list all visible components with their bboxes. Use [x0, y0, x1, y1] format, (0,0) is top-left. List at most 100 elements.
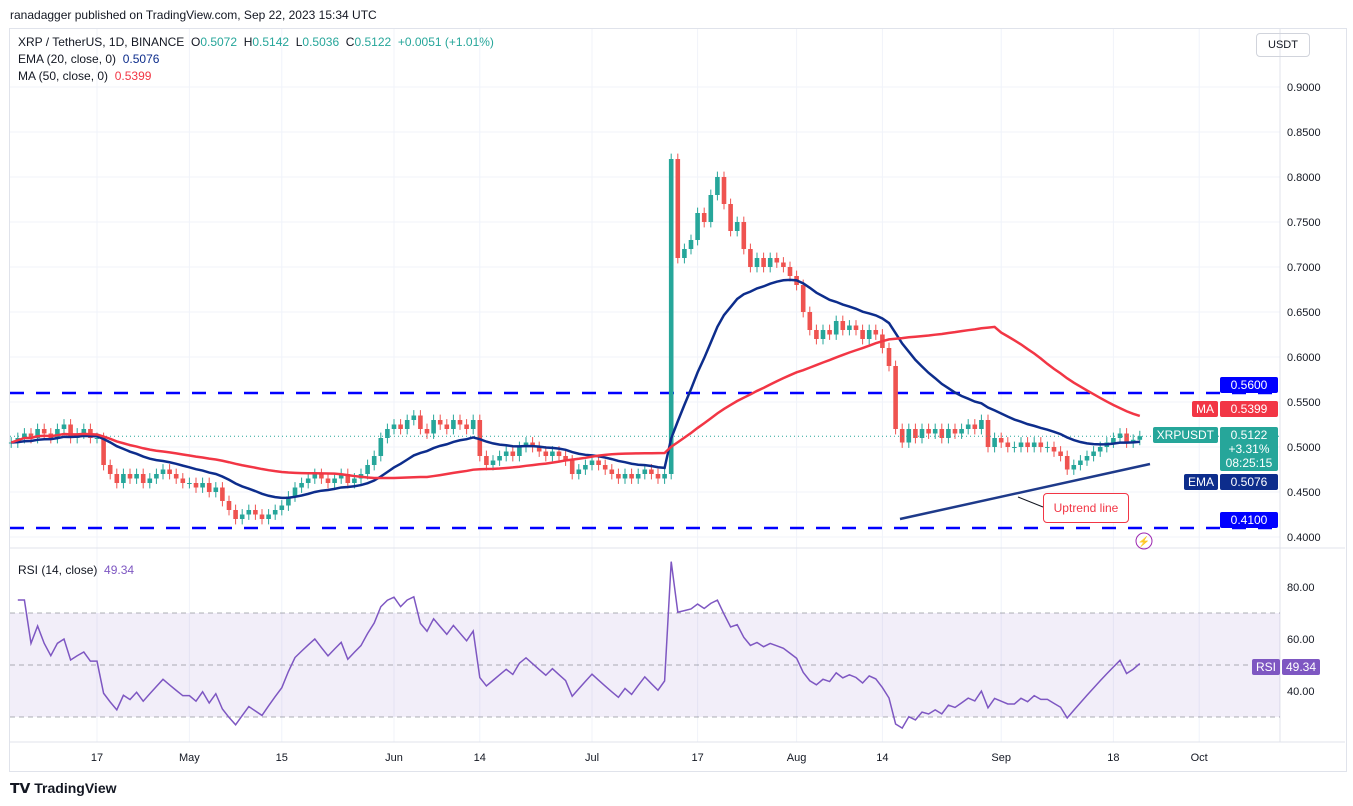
candle-body [68, 424, 73, 438]
candle-body [398, 424, 403, 429]
uptrend-annotation[interactable]: Uptrend line [1043, 493, 1129, 523]
candle-body [913, 429, 918, 438]
candle-body [662, 474, 667, 479]
candle-body [107, 465, 113, 474]
candle-body [451, 420, 456, 429]
publisher-line: ranadagger published on TradingView.com,… [10, 8, 377, 22]
candle-body [1005, 442, 1011, 447]
candle-body [734, 222, 740, 231]
candle-body [1117, 433, 1123, 438]
high-value: 0.5142 [252, 35, 290, 49]
candle-body [1137, 436, 1143, 440]
candle-body [860, 330, 865, 339]
candle-body [233, 510, 238, 519]
price-tick-label: 0.4000 [1287, 532, 1321, 544]
candle-body [754, 258, 760, 267]
candle-body [1091, 451, 1096, 456]
candle-body [1058, 451, 1063, 456]
ma-legend[interactable]: MA (50, close, 0) 0.5399 [18, 69, 151, 83]
chart-frame [9, 28, 1347, 772]
candle-body [1064, 456, 1070, 470]
candle-body [596, 460, 601, 465]
candle-body [721, 177, 727, 204]
x-tick-label: Sep [991, 752, 1011, 764]
candle-body [101, 438, 106, 465]
candle-body [715, 177, 720, 195]
candle-body [490, 460, 496, 465]
candle-body [946, 429, 951, 438]
rsi-tick-label: 40.00 [1287, 686, 1315, 698]
candle-body [266, 514, 271, 519]
candle-body [378, 438, 384, 456]
rsi-legend-value: 49.34 [104, 563, 135, 577]
candle-body [893, 366, 898, 429]
candle-body [543, 451, 549, 456]
candle-body [919, 429, 925, 438]
candle-body [411, 415, 417, 420]
x-tick-label: 17 [91, 752, 103, 764]
candle-body [642, 469, 648, 474]
candle-body [800, 285, 806, 312]
candle-body [418, 415, 423, 429]
lightning-glyph: ⚡ [1138, 535, 1150, 548]
candle-body [1051, 447, 1057, 452]
candle-body [497, 456, 502, 461]
support-tag: 0.4100 [1220, 512, 1278, 528]
open-value: 0.5072 [200, 35, 238, 49]
candle-body [873, 330, 879, 335]
rsi-legend[interactable]: RSI (14, close) 49.34 [18, 563, 134, 577]
candle-body [391, 424, 397, 429]
candle-body [187, 483, 192, 484]
candle-body [140, 474, 146, 483]
candle-body [985, 420, 991, 447]
tradingview-logo[interactable]: 𝗧𝗩 TradingView [10, 780, 117, 797]
candle-body [668, 159, 674, 474]
candle-body [484, 456, 489, 465]
candle-body [682, 249, 687, 258]
candle-body [774, 258, 780, 263]
price-tick-label: 0.8000 [1287, 172, 1321, 184]
candle-body [939, 429, 945, 438]
ema-legend[interactable]: EMA (20, close, 0) 0.5076 [18, 52, 159, 66]
candle-body [41, 429, 47, 434]
candle-body [820, 330, 826, 339]
rsi-name-tag: RSI [1252, 659, 1281, 675]
ma-line [10, 325, 1141, 480]
candle-body [259, 514, 265, 519]
candle-body [1124, 433, 1129, 443]
low-value: 0.5036 [302, 35, 340, 49]
candle-body [1038, 442, 1044, 447]
candle-body [154, 474, 159, 479]
candle-body [55, 429, 60, 438]
x-tick-label: 14 [474, 752, 486, 764]
candle-body [972, 424, 978, 429]
x-tick-label: May [179, 752, 200, 764]
candle-body [979, 420, 984, 429]
x-tick-label: Aug [787, 752, 807, 764]
candle-body [220, 487, 225, 501]
candle-body [134, 474, 139, 479]
ema-name-tag: EMA [1183, 474, 1218, 490]
candle-body [385, 429, 390, 438]
candle-body [655, 474, 661, 479]
candle-body [193, 483, 199, 488]
candle-body [272, 510, 278, 515]
candle-body [576, 469, 582, 474]
price-tick-label: 0.6500 [1287, 307, 1321, 319]
candle-body [510, 451, 516, 456]
candle-body [781, 262, 786, 267]
ema-price-tag: 0.5076 [1220, 474, 1278, 490]
price-tick-label: 0.8500 [1287, 127, 1321, 139]
candle-body [517, 447, 522, 456]
candle-body [431, 420, 436, 434]
candle-body [253, 510, 258, 515]
candle-body [299, 483, 304, 488]
candle-body [965, 424, 971, 429]
candle-body [1084, 456, 1090, 461]
currency-button[interactable]: USDT [1256, 33, 1310, 57]
rsi-label: RSI (14, close) [18, 563, 98, 577]
price-tick-label: 0.6000 [1287, 352, 1321, 364]
price-tag: 0.5122 +3.31% 08:25:15 [1220, 427, 1278, 471]
candle-body [1031, 442, 1037, 447]
